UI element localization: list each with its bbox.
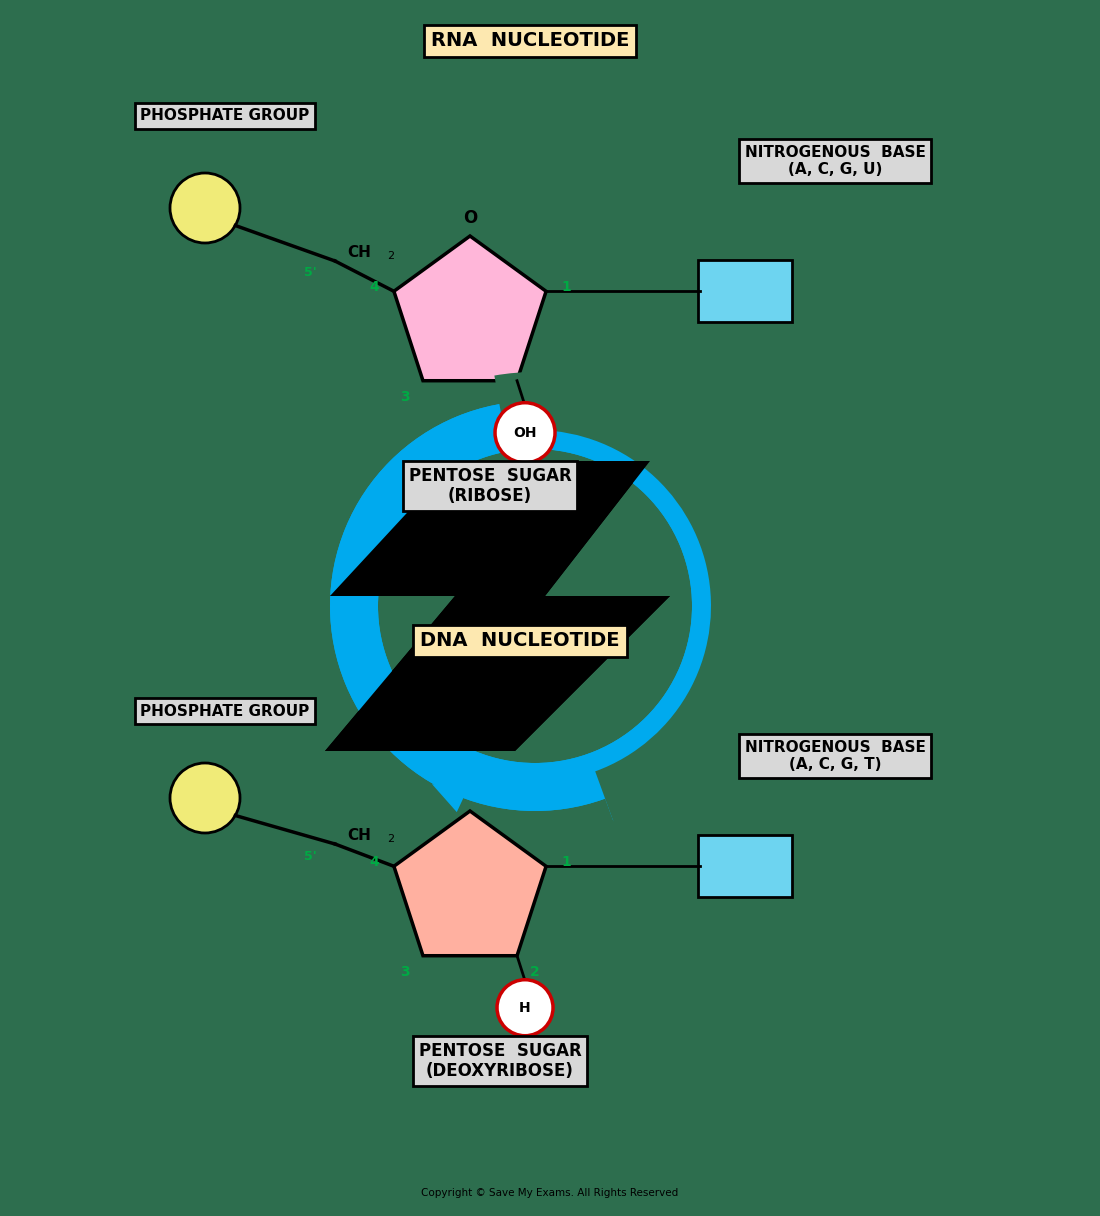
Circle shape bbox=[170, 762, 240, 833]
Text: 4: 4 bbox=[368, 855, 378, 869]
Text: PENTOSE  SUGAR
(DEOXYRIBOSE): PENTOSE SUGAR (DEOXYRIBOSE) bbox=[419, 1042, 582, 1080]
Text: Copyright © Save My Exams. All Rights Reserved: Copyright © Save My Exams. All Rights Re… bbox=[421, 1188, 679, 1198]
Circle shape bbox=[170, 173, 240, 243]
Text: 1: 1 bbox=[561, 280, 571, 294]
Text: NITROGENOUS  BASE
(A, C, G, U): NITROGENOUS BASE (A, C, G, U) bbox=[745, 145, 925, 178]
Text: NITROGENOUS  BASE
(A, C, G, T): NITROGENOUS BASE (A, C, G, T) bbox=[745, 739, 925, 772]
Polygon shape bbox=[432, 784, 470, 812]
Text: PHOSPHATE GROUP: PHOSPHATE GROUP bbox=[141, 704, 309, 719]
Text: 3: 3 bbox=[400, 389, 410, 404]
Text: 5': 5' bbox=[304, 266, 317, 280]
FancyBboxPatch shape bbox=[698, 835, 792, 897]
Text: CH: CH bbox=[346, 246, 371, 260]
Text: OH: OH bbox=[514, 426, 537, 440]
Text: 5': 5' bbox=[304, 850, 317, 862]
Circle shape bbox=[495, 402, 556, 463]
Polygon shape bbox=[324, 461, 670, 751]
Text: PENTOSE  SUGAR
(RIBOSE): PENTOSE SUGAR (RIBOSE) bbox=[408, 467, 571, 506]
Text: 2: 2 bbox=[387, 834, 394, 844]
Polygon shape bbox=[324, 461, 670, 751]
Text: 2: 2 bbox=[387, 250, 394, 261]
Text: 2: 2 bbox=[530, 389, 540, 404]
Wedge shape bbox=[494, 372, 769, 826]
FancyBboxPatch shape bbox=[698, 260, 792, 322]
Polygon shape bbox=[597, 668, 750, 821]
Text: H: H bbox=[519, 1001, 531, 1014]
Text: O: O bbox=[463, 209, 477, 227]
Text: 3: 3 bbox=[400, 964, 410, 979]
Text: PHOSPHATE GROUP: PHOSPHATE GROUP bbox=[141, 108, 309, 124]
Circle shape bbox=[497, 980, 553, 1036]
Text: 2: 2 bbox=[530, 964, 540, 979]
Text: DNA  NUCLEOTIDE: DNA NUCLEOTIDE bbox=[420, 631, 619, 651]
Text: 1: 1 bbox=[561, 855, 571, 869]
Text: 4: 4 bbox=[368, 280, 378, 294]
Polygon shape bbox=[566, 381, 734, 516]
Text: RNA  NUCLEOTIDE: RNA NUCLEOTIDE bbox=[431, 32, 629, 51]
Polygon shape bbox=[394, 236, 546, 381]
Polygon shape bbox=[394, 811, 546, 956]
Text: CH: CH bbox=[346, 828, 371, 844]
Text: O: O bbox=[463, 784, 477, 803]
